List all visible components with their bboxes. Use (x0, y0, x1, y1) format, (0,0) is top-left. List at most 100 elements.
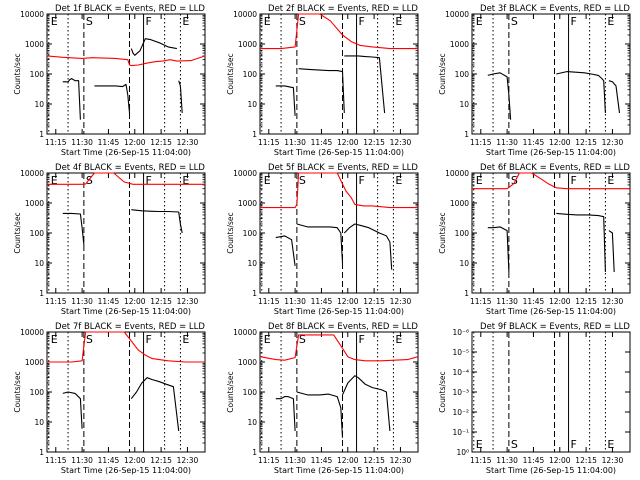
marker-label: S (86, 15, 93, 28)
marker-label: F (146, 333, 152, 346)
chart-title: Det 1f BLACK = Events, RED = LLD (55, 4, 205, 14)
chart-title: Det 6f BLACK = Events, RED = LLD (480, 163, 630, 173)
y-tick-label: 100 (30, 388, 45, 397)
y-tick-label: 10 (459, 100, 469, 109)
marker-label: S (511, 15, 518, 28)
x-tick-label: 12:15 (150, 297, 172, 306)
x-tick-label: 11:45 (98, 297, 120, 306)
events-series-line (487, 226, 510, 273)
marker-label: S (511, 438, 518, 451)
y-tick-label: 1 (252, 289, 257, 298)
x-tick-label: 12:30 (602, 456, 624, 465)
y-tick-label: 10⁻³ (452, 388, 469, 397)
marker-label: E (607, 438, 614, 451)
events-series-line (343, 223, 393, 270)
x-tick-label: 11:45 (98, 456, 120, 465)
lld-series-line (260, 13, 418, 50)
chart-panel-7: Det 7f BLACK = Events, RED = LLD 1 10 100 10… (13, 322, 206, 475)
x-axis-label: Start Time (26-Sep-15 11:04:00) (61, 466, 191, 475)
chart-panel-9: Det 9f BLACK = Events, RED = LLD 10⁰ 10⁻¹ 1… (438, 322, 631, 475)
marker-label: E (476, 15, 483, 28)
y-tick-label: 100 (455, 229, 470, 238)
y-tick-label: 1 (464, 130, 469, 139)
x-tick-label: 11:45 (311, 297, 333, 306)
y-tick-label: 10⁻² (452, 408, 469, 417)
x-tick-label: 11:30 (284, 138, 306, 147)
x-tick-label: 12:15 (363, 297, 385, 306)
x-tick-label: 11:45 (523, 138, 545, 147)
events-series-line (275, 85, 296, 116)
y-tick-label: 1000 (238, 40, 257, 49)
y-tick-label: 10000 (445, 10, 469, 19)
y-tick-label: 10 (34, 259, 44, 268)
y-tick-label: 10 (247, 418, 257, 427)
events-series-line (487, 72, 512, 120)
x-tick-label: 11:30 (496, 138, 518, 147)
plot-frame (471, 331, 631, 453)
chart-title: Det 2f BLACK = Events, RED = LLD (268, 4, 418, 14)
y-axis-label: Counts/sec (226, 371, 235, 412)
marker-label: F (146, 174, 152, 187)
events-series-line (62, 212, 85, 245)
chart-panel-1: Det 1f BLACK = Events, RED = LLD 1 10 100 10… (13, 4, 206, 157)
y-tick-label: 1000 (450, 199, 469, 208)
x-tick-label: 12:15 (363, 456, 385, 465)
plot-frame (259, 172, 419, 294)
chart-title: Det 4f BLACK = Events, RED = LLD (55, 163, 205, 173)
y-axis-label: Counts/sec (13, 212, 22, 253)
marker-label: E (395, 15, 402, 28)
marker-label: S (299, 15, 306, 28)
x-tick-label: 12:00 (124, 138, 146, 147)
y-tick-label: 100 (243, 229, 258, 238)
marker-label: F (571, 174, 577, 187)
marker-label: E (182, 15, 189, 28)
marker-label: E (264, 333, 271, 346)
marker-label: F (571, 438, 577, 451)
y-axis-label: Counts/sec (226, 53, 235, 94)
y-tick-label: 1 (464, 289, 469, 298)
x-axis-label: Start Time (26-Sep-15 11:04:00) (61, 148, 191, 157)
x-tick-label: 11:45 (523, 297, 545, 306)
events-series-line (178, 80, 183, 114)
y-axis-label: Counts/sec (438, 53, 447, 94)
x-tick-label: 12:00 (337, 456, 359, 465)
marker-label: S (86, 174, 93, 187)
y-tick-label: 1000 (25, 199, 44, 208)
lld-series-line (46, 55, 206, 67)
x-axis-label: Start Time (26-Sep-15 11:04:00) (61, 307, 191, 316)
x-tick-label: 12:00 (124, 456, 146, 465)
y-tick-label: 10 (247, 259, 257, 268)
marker-label: E (395, 174, 402, 187)
chart-title: Det 9f BLACK = Events, RED = LLD (480, 322, 630, 332)
y-tick-label: 10000 (233, 169, 257, 178)
y-tick-label: 10000 (445, 169, 469, 178)
lld-series-line (47, 331, 205, 363)
x-tick-label: 12:30 (177, 138, 199, 147)
lld-series-line (260, 172, 418, 209)
x-tick-label: 11:30 (496, 456, 518, 465)
events-series-line (275, 235, 296, 266)
y-tick-label: 10000 (233, 10, 257, 19)
x-tick-label: 12:00 (337, 297, 359, 306)
events-series-line (296, 391, 344, 438)
x-tick-label: 11:30 (284, 456, 306, 465)
events-series-line (556, 212, 606, 273)
chart-title: Det 8f BLACK = Events, RED = LLD (268, 322, 418, 332)
y-tick-label: 1000 (238, 199, 257, 208)
events-series-line (62, 78, 81, 120)
x-tick-label: 11:15 (258, 138, 280, 147)
y-tick-label: 10 (34, 100, 44, 109)
y-tick-label: 1000 (25, 40, 44, 49)
events-series-line (130, 38, 178, 56)
y-tick-label: 1 (252, 130, 257, 139)
y-tick-label: 100 (30, 70, 45, 79)
y-tick-label: 10 (247, 100, 257, 109)
y-tick-label: 1000 (238, 358, 257, 367)
x-tick-label: 12:30 (390, 297, 412, 306)
marker-label: F (359, 174, 365, 187)
x-tick-label: 12:15 (150, 456, 172, 465)
marker-label: E (476, 438, 483, 451)
events-series-line (275, 396, 296, 432)
plot-frame (259, 13, 419, 135)
